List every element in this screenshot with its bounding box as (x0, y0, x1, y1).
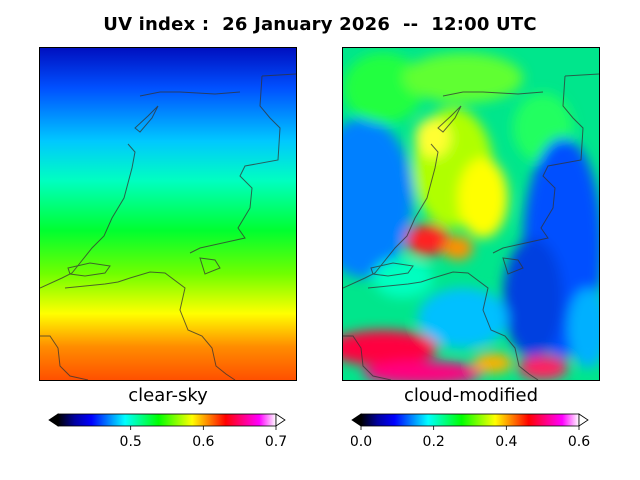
coastline-left (40, 73, 296, 380)
clear-sky-colorbar-svg: 0.5 0.6 0.7 (48, 413, 287, 450)
cloud-modified-colorbar-svg: 0.0 0.2 0.4 0.6 (350, 413, 590, 450)
colorbar-gradient (57, 413, 277, 427)
cloud-modified-colorbar: 0.0 0.2 0.4 0.6 (350, 412, 591, 456)
clear-sky-label: clear-sky (128, 385, 208, 406)
colorbar-tick-label: 0.6 (568, 434, 590, 450)
clear-sky-field (40, 48, 296, 380)
chart-title: UV index : 26 January 2026 -- 12:00 UTC (103, 14, 537, 35)
colorbar-tick-label: 0.6 (192, 434, 214, 450)
clear-sky-map (39, 47, 297, 381)
cloud-modified-field (343, 48, 599, 380)
colorbar-extend-max (275, 413, 286, 427)
clear-sky-colorbar: 0.5 0.6 0.7 (48, 412, 288, 456)
cloud-modified-map-svg (343, 48, 599, 380)
coastline-right (343, 73, 599, 380)
colorbar-extend-max (578, 413, 589, 427)
colorbar-extend-min (48, 413, 59, 427)
colorbar-tick-label: 0.0 (351, 434, 372, 450)
clear-sky-map-svg (40, 48, 296, 380)
colorbar-tick-label: 0.2 (423, 434, 445, 450)
colorbar-tick-label: 0.7 (265, 434, 287, 450)
cloud-modified-label: cloud-modified (403, 385, 539, 406)
colorbar-gradient (360, 413, 580, 427)
colorbar-tick-label: 0.4 (495, 434, 517, 450)
cloud-modified-map (342, 47, 600, 381)
colorbar-tick-label: 0.5 (120, 434, 142, 450)
colorbar-extend-min (351, 413, 362, 427)
